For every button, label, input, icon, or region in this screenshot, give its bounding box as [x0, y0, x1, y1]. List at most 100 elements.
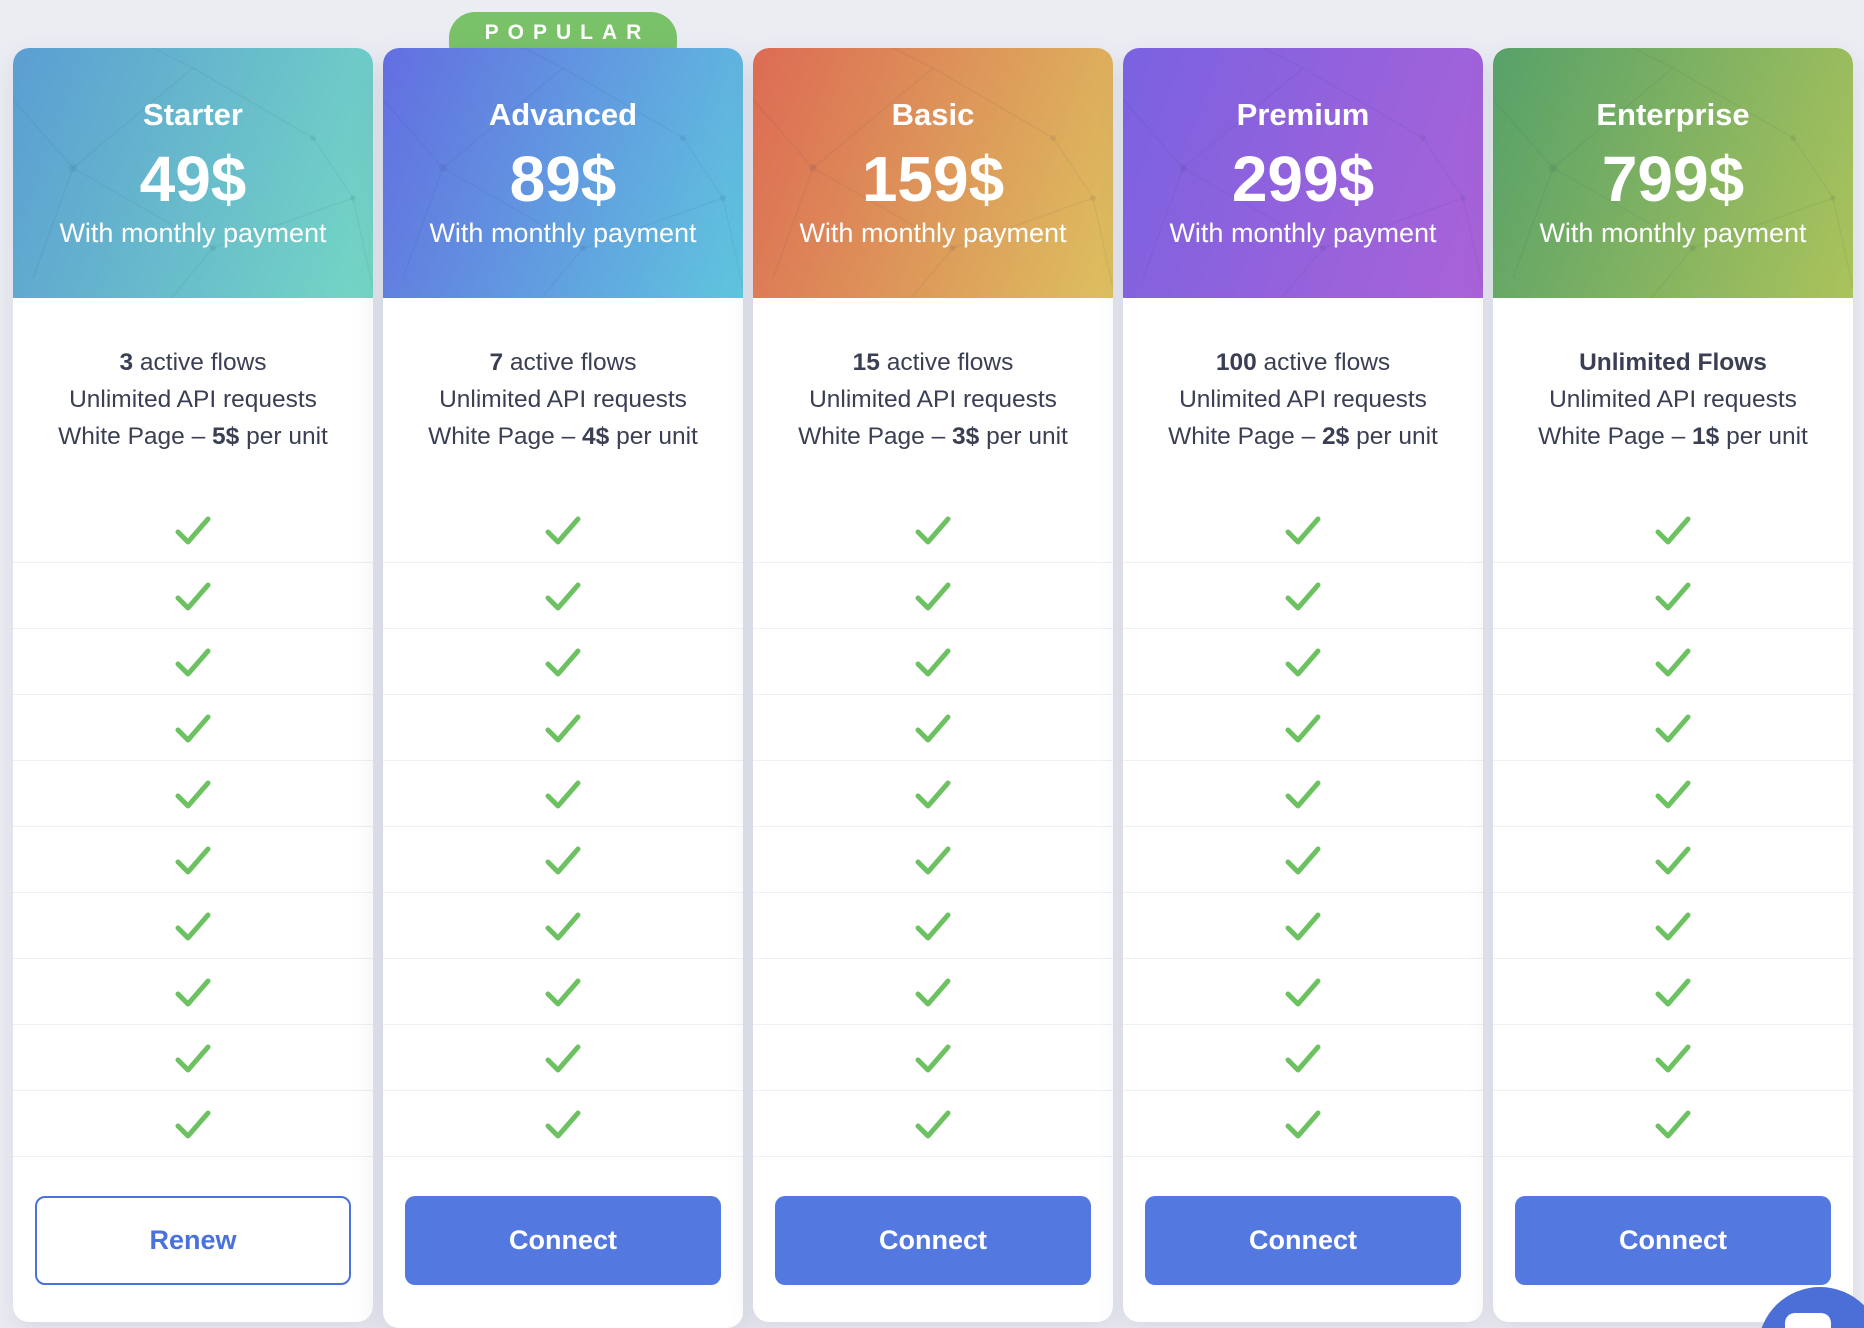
- plan-header: Premium 299$ With monthly payment: [1123, 48, 1483, 298]
- check-icon: [1285, 846, 1321, 874]
- check-icon: [545, 516, 581, 544]
- feature-check-row: [13, 827, 373, 893]
- feature-check-row: [753, 629, 1113, 695]
- check-icon: [915, 714, 951, 742]
- feature-check-row: [1123, 1091, 1483, 1157]
- check-icon: [545, 582, 581, 610]
- popular-badge-label: POPULAR: [484, 21, 651, 44]
- plan-price: 799$: [1601, 142, 1745, 215]
- check-icon: [175, 846, 211, 874]
- plan-billing-note: With monthly payment: [59, 217, 327, 248]
- plan-price: 89$: [509, 142, 617, 215]
- feature-check-row: [13, 893, 373, 959]
- plan-name: Enterprise: [1596, 96, 1750, 132]
- check-icon: [1285, 912, 1321, 940]
- feature-check-row: [1123, 563, 1483, 629]
- feature-check-row: [13, 563, 373, 629]
- feature-white-page: White Page – 3$ per unit: [798, 423, 1068, 450]
- feature-api-requests: Unlimited API requests: [439, 386, 687, 413]
- plan-header: Enterprise 799$ With monthly payment: [1493, 48, 1853, 298]
- feature-check-row: [753, 827, 1113, 893]
- feature-check-row: [1123, 959, 1483, 1025]
- connect-button[interactable]: Connect: [1515, 1196, 1831, 1285]
- feature-check-list: [753, 497, 1113, 1157]
- check-icon: [1285, 978, 1321, 1006]
- feature-check-row: [13, 695, 373, 761]
- check-icon: [1655, 1044, 1691, 1072]
- feature-check-row: [13, 497, 373, 563]
- plexus-texture-decoration: [383, 48, 743, 298]
- check-icon: [1655, 846, 1691, 874]
- check-icon: [545, 1110, 581, 1138]
- check-icon: [1285, 648, 1321, 676]
- plan-name: Starter: [143, 96, 243, 132]
- plan-billing-note: With monthly payment: [799, 217, 1067, 248]
- plan-cta: Connect: [383, 1157, 743, 1328]
- plan-name: Premium: [1236, 96, 1370, 132]
- check-icon: [175, 1044, 211, 1072]
- feature-check-row: [1493, 959, 1853, 1025]
- check-icon: [1285, 780, 1321, 808]
- check-icon: [1655, 516, 1691, 544]
- feature-white-page: White Page – 4$ per unit: [428, 423, 698, 450]
- feature-active-flows: 100 active flows: [1215, 349, 1391, 376]
- plan-name: Advanced: [488, 96, 638, 132]
- feature-check-row: [1493, 695, 1853, 761]
- check-icon: [175, 714, 211, 742]
- renew-button[interactable]: Renew: [35, 1196, 351, 1285]
- feature-check-row: [1493, 497, 1853, 563]
- plan-header: Advanced 89$ With monthly payment: [383, 48, 743, 298]
- feature-api-requests: Unlimited API requests: [1179, 386, 1427, 413]
- plan-name: Basic: [891, 96, 975, 132]
- check-icon: [915, 978, 951, 1006]
- check-icon: [1655, 648, 1691, 676]
- connect-button[interactable]: Connect: [1145, 1196, 1461, 1285]
- plan-card-premium: Premium 299$ With monthly payment 100 ac…: [1123, 48, 1483, 1322]
- check-icon: [915, 648, 951, 676]
- check-icon: [545, 780, 581, 808]
- plexus-texture-decoration: [13, 48, 373, 298]
- check-icon: [915, 582, 951, 610]
- check-icon: [1655, 582, 1691, 610]
- chat-bubble-icon: [1785, 1313, 1831, 1328]
- feature-check-row: [383, 1025, 743, 1091]
- feature-check-row: [383, 1091, 743, 1157]
- plan-header: Basic 159$ With monthly payment: [753, 48, 1113, 298]
- feature-api-requests: Unlimited API requests: [809, 386, 1057, 413]
- plan-card-enterprise: Enterprise 799$ With monthly payment Unl…: [1493, 48, 1853, 1322]
- plan-card-basic: Basic 159$ With monthly payment 15 activ…: [753, 48, 1113, 1322]
- check-icon: [1285, 1110, 1321, 1138]
- connect-button[interactable]: Connect: [775, 1196, 1091, 1285]
- feature-check-row: [383, 497, 743, 563]
- plan-billing-note: With monthly payment: [429, 217, 697, 248]
- plexus-texture-decoration: [1123, 48, 1483, 298]
- check-icon: [545, 1044, 581, 1072]
- feature-check-row: [383, 827, 743, 893]
- check-icon: [175, 912, 211, 940]
- feature-check-list: [1493, 497, 1853, 1157]
- feature-check-list: [383, 497, 743, 1157]
- feature-check-row: [1123, 1025, 1483, 1091]
- plan-price: 299$: [1231, 142, 1375, 215]
- plan-cards-row: Starter 49$ With monthly payment 3 activ…: [13, 48, 1853, 1328]
- feature-active-flows: Unlimited Flows: [1579, 349, 1767, 376]
- check-icon: [545, 846, 581, 874]
- connect-button[interactable]: Connect: [405, 1196, 721, 1285]
- check-icon: [1655, 1110, 1691, 1138]
- feature-check-list: [1123, 497, 1483, 1157]
- feature-check-row: [1123, 695, 1483, 761]
- check-icon: [915, 912, 951, 940]
- feature-check-row: [1123, 827, 1483, 893]
- feature-check-row: [1493, 761, 1853, 827]
- feature-check-row: [1123, 497, 1483, 563]
- check-icon: [915, 516, 951, 544]
- check-icon: [175, 978, 211, 1006]
- check-icon: [915, 1110, 951, 1138]
- plan-billing-note: With monthly payment: [1539, 217, 1807, 248]
- check-icon: [915, 846, 951, 874]
- check-icon: [545, 912, 581, 940]
- plan-price: 49$: [139, 142, 247, 215]
- feature-check-row: [1493, 893, 1853, 959]
- feature-check-list: [13, 497, 373, 1157]
- plan-price: 159$: [861, 142, 1005, 215]
